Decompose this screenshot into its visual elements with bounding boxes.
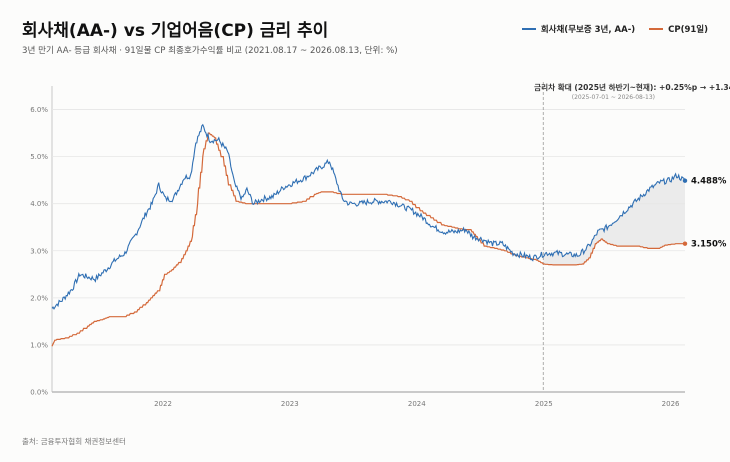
legend-item-cp: CP(91일) (649, 23, 708, 35)
annotation-sublabel: (2025-07-01 ~ 2026-08-13) (572, 94, 655, 101)
cp-end-label: 3.150% (691, 240, 727, 250)
y-tick-label: 6.0% (30, 106, 48, 114)
y-tick-label: 0.0% (30, 389, 48, 397)
y-tick-label: 4.0% (30, 200, 48, 208)
bond-series-line (51, 123, 686, 310)
legend-swatch-cp (649, 28, 664, 30)
x-tick-label: 2026 (662, 400, 680, 408)
source-note: 출처: 금융투자협회 채권정보센터 (22, 437, 126, 446)
y-tick-label: 2.0% (30, 294, 48, 302)
chart-title: 회사채(AA-) vs 기업어음(CP) 금리 추이 (22, 21, 329, 41)
y-tick-label: 1.0% (30, 341, 48, 349)
chart-subtitle: 3년 만기 AA- 등급 회사채 · 91일물 CP 최종호가수익률 비교 (2… (22, 46, 398, 56)
legend-label-cp: CP(91일) (668, 25, 708, 35)
cp-series-line (51, 132, 685, 347)
annotation-label: 금리차 확대 (2025년 하반기~현재): +0.25%p → +1.34%p (534, 82, 730, 92)
x-tick-label: 2024 (408, 400, 426, 408)
x-tick-label: 2022 (154, 400, 172, 408)
bond-end-label: 4.488% (691, 177, 727, 187)
y-tick-label: 5.0% (30, 153, 48, 161)
y-tick-label: 3.0% (30, 247, 48, 255)
x-tick-label: 2023 (281, 400, 299, 408)
legend-item-bond: 회사채(무보증 3년, AA-) (521, 23, 636, 35)
bond-end-marker (682, 178, 688, 183)
spread-shaded-area (543, 174, 685, 265)
x-tick-label: 2025 (535, 400, 553, 408)
legend-label-bond: 회사채(무보증 3년, AA-) (540, 25, 636, 35)
legend-swatch-bond (521, 28, 536, 30)
legend: 회사채(무보증 3년, AA-) CP(91일) (521, 23, 708, 35)
cp-end-marker (682, 241, 688, 246)
